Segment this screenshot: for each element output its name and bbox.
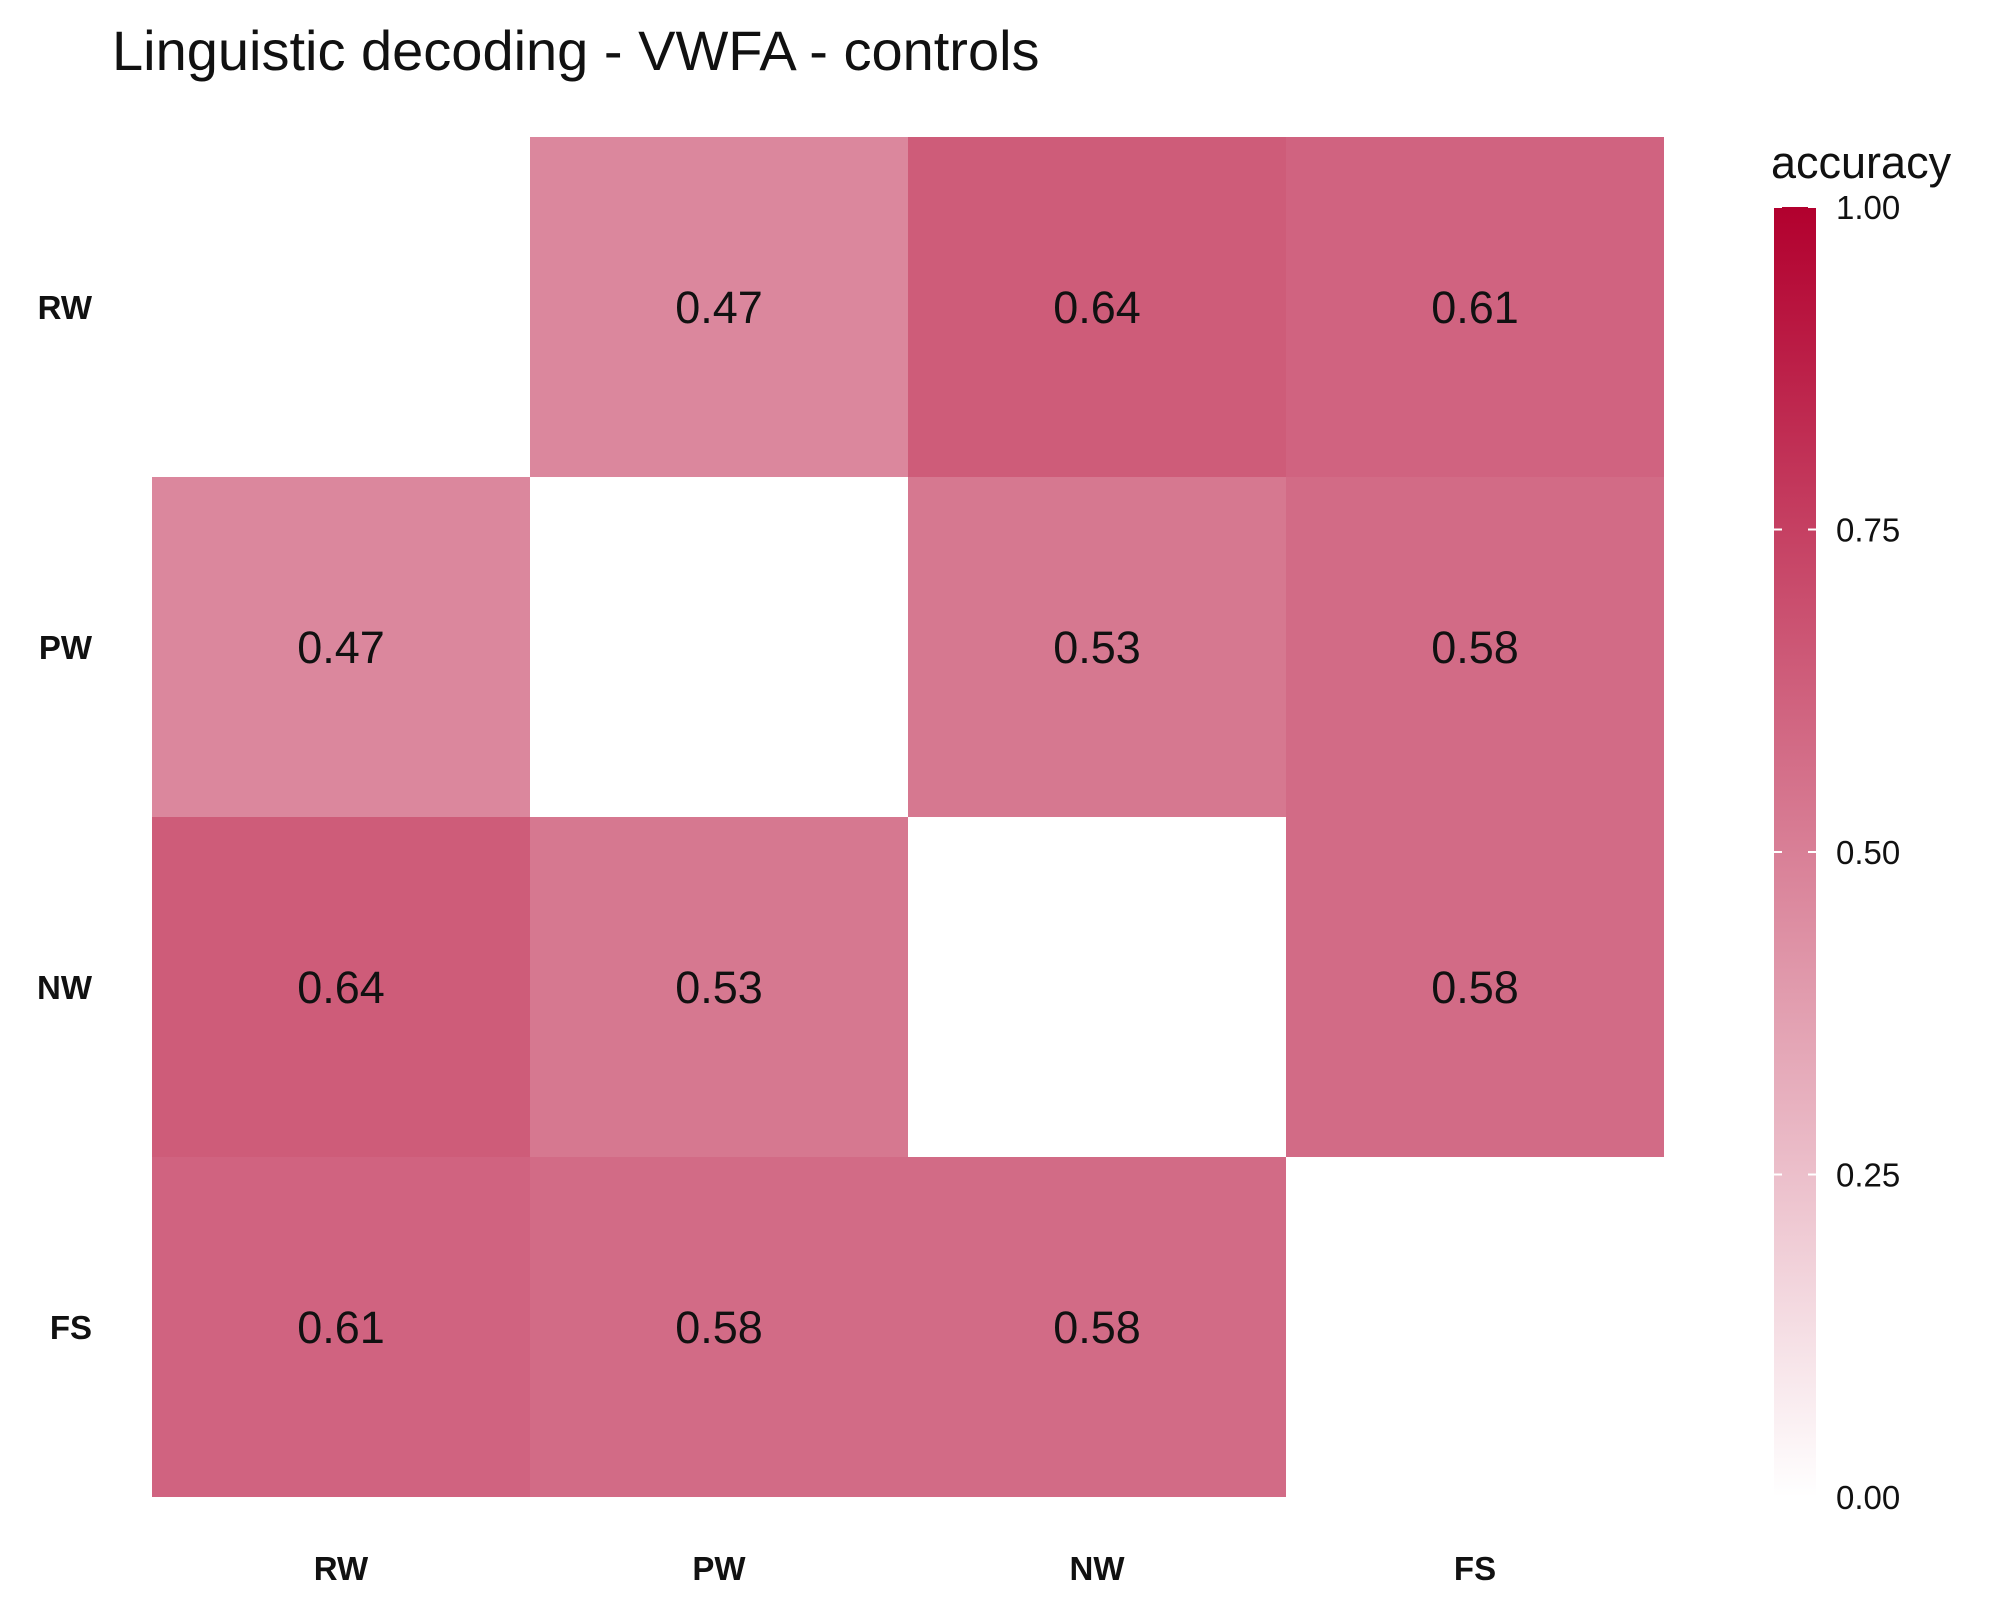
heatmap-cell-NW-FS <box>1286 817 1664 1157</box>
cell-value-label: 0.61 <box>297 1302 385 1353</box>
cell-value-label: 0.58 <box>1431 622 1519 673</box>
x-tick-label: FS <box>1454 1550 1496 1587</box>
legend-title: accuracy <box>1771 137 1952 188</box>
cell-value-label: 0.47 <box>675 282 763 333</box>
heatmap-cell-FS-PW <box>530 1157 908 1497</box>
heatmap-cell-RW-NW <box>908 137 1286 477</box>
cell-value-label: 0.64 <box>297 962 385 1013</box>
heatmap-cell-FS-RW <box>152 1157 530 1497</box>
heatmap-cell-PW-FS <box>1286 477 1664 817</box>
cell-value-label: 0.58 <box>675 1302 763 1353</box>
heatmap-cell-NW-PW <box>530 817 908 1157</box>
legend-tick-label: 1.00 <box>1836 189 1900 226</box>
x-tick-label: NW <box>1070 1550 1126 1587</box>
heatmap-cells <box>152 137 1664 1497</box>
heatmap-cell-FS-NW <box>908 1157 1286 1497</box>
cell-value-label: 0.58 <box>1431 962 1519 1013</box>
heatmap-cell-RW-PW <box>530 137 908 477</box>
heatmap-cell-PW-RW <box>152 477 530 817</box>
legend-tick-label: 0.25 <box>1836 1157 1900 1194</box>
heatmap-cell-labels: 0.47 0.64 0.61 0.47 0.53 0.58 0.64 0.53 0.58 0.61… <box>297 282 1519 1353</box>
legend-tick-label: 0.50 <box>1836 834 1900 871</box>
cell-value-label: 0.58 <box>1053 1302 1141 1353</box>
legend-tick-label: 0.00 <box>1836 1479 1900 1516</box>
heatmap-cell-RW-FS <box>1286 137 1664 477</box>
heatmap-cell-NW-RW <box>152 817 530 1157</box>
x-tick-label: RW <box>314 1550 369 1587</box>
cell-value-label: 0.61 <box>1431 282 1519 333</box>
y-tick-label: PW <box>39 629 93 666</box>
axis-labels: RW PW NW FS RW PW NW FS <box>37 289 1496 1587</box>
cell-value-label: 0.53 <box>675 962 763 1013</box>
cell-value-label: 0.64 <box>1053 282 1141 333</box>
heatmap-cell-PW-NW <box>908 477 1286 817</box>
cell-value-label: 0.47 <box>297 622 385 673</box>
chart-title: Linguistic decoding - VWFA - controls <box>112 19 1040 82</box>
y-tick-label: FS <box>50 1309 92 1346</box>
cell-value-label: 0.53 <box>1053 622 1141 673</box>
color-legend: accuracy 0.00 0.25 0.50 0.75 1.00 <box>1771 137 1952 1516</box>
legend-tick-label: 0.75 <box>1836 512 1900 549</box>
x-tick-label: PW <box>692 1550 746 1587</box>
y-tick-label: RW <box>38 289 93 326</box>
y-tick-label: NW <box>37 969 93 1006</box>
